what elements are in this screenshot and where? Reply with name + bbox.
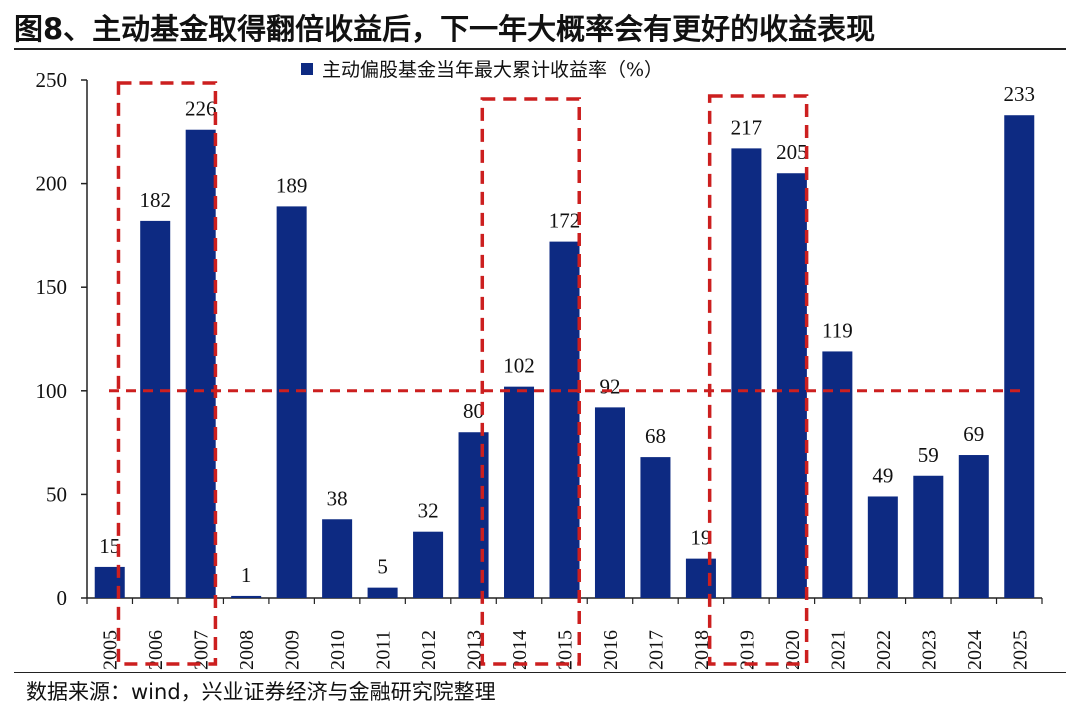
- x-tick-label: 2007: [191, 630, 213, 670]
- highlight-box-2006-2007: [116, 81, 218, 666]
- data-label-2013: 80: [463, 399, 484, 423]
- data-label-2006: 182: [139, 188, 171, 212]
- data-label-2014: 102: [503, 354, 535, 378]
- x-tick-label: 2012: [418, 630, 440, 670]
- bar-2010: [322, 519, 353, 598]
- bar-2020: [776, 173, 807, 599]
- x-tick-label: 2008: [236, 630, 258, 670]
- bar-2008: [231, 595, 262, 598]
- x-tick-label: 2006: [145, 630, 167, 670]
- data-label-2024: 69: [963, 422, 984, 446]
- bar-2006: [140, 220, 171, 598]
- y-tick-label: 150: [36, 275, 68, 299]
- data-label-2005: 15: [99, 534, 120, 558]
- bar-2023: [913, 475, 944, 598]
- y-tick-label: 200: [36, 172, 68, 196]
- bar-2013: [458, 432, 489, 598]
- y-tick-label: 100: [36, 379, 68, 403]
- data-label-2009: 189: [276, 173, 308, 197]
- bar-2022: [867, 496, 898, 598]
- bar-2018: [685, 558, 716, 598]
- bar-2019: [731, 148, 762, 598]
- data-label-2008: 1: [241, 563, 252, 587]
- x-tick-label: 2010: [327, 630, 349, 670]
- x-tick-label: 2005: [100, 630, 122, 670]
- bar-2017: [640, 457, 671, 598]
- x-tick-label: 2021: [827, 630, 849, 670]
- bar-2012: [413, 531, 444, 598]
- x-tick-label: 2024: [964, 630, 986, 670]
- bar-2007: [185, 129, 216, 598]
- data-label-2025: 233: [1004, 82, 1036, 106]
- highlight-box-2019-2020: [707, 94, 809, 666]
- data-label-2015: 172: [549, 209, 581, 233]
- data-label-2017: 68: [645, 424, 666, 448]
- x-tick-label: 2015: [555, 630, 577, 670]
- title-divider: [14, 48, 1066, 50]
- bar-2005: [94, 566, 125, 598]
- x-tick-label: 2020: [782, 630, 804, 670]
- x-tick-label: 2014: [509, 630, 531, 670]
- x-tick-label: 2009: [282, 630, 304, 670]
- bar-2024: [958, 455, 989, 598]
- bar-2025: [1004, 115, 1035, 598]
- data-label-2010: 38: [327, 486, 348, 510]
- figure-title: 图8、主动基金取得翻倍收益后，下一年大概率会有更好的收益表现: [14, 12, 876, 46]
- data-label-2019: 217: [731, 115, 763, 139]
- y-tick-label: 250: [36, 68, 68, 92]
- y-tick-label: 0: [57, 586, 68, 610]
- x-tick-label: 2022: [873, 630, 895, 670]
- data-label-2022: 49: [872, 463, 893, 487]
- data-label-2007: 226: [185, 97, 217, 121]
- x-tick-label: 2025: [1009, 630, 1031, 670]
- legend-swatch: [301, 63, 313, 75]
- bar-2014: [504, 386, 535, 598]
- bar-2011: [367, 587, 398, 598]
- bar-2021: [822, 351, 853, 598]
- bar-2015: [549, 241, 580, 598]
- x-tick-label: 2016: [600, 630, 622, 670]
- data-label-2011: 5: [377, 555, 388, 579]
- bar-2009: [276, 206, 307, 598]
- footer-divider: [14, 672, 1066, 673]
- x-tick-label: 2023: [918, 630, 940, 670]
- x-tick-label: 2017: [645, 630, 667, 670]
- data-label-2021: 119: [822, 318, 853, 342]
- legend-label: 主动偏股基金当年最大累计收益率（%）: [322, 59, 663, 81]
- x-tick-label: 2019: [736, 630, 758, 670]
- data-label-2023: 59: [918, 443, 939, 467]
- bar-2016: [594, 407, 625, 598]
- data-label-2012: 32: [418, 499, 439, 523]
- x-tick-label: 2018: [691, 630, 713, 670]
- x-tick-label: 2011: [373, 630, 395, 669]
- x-tick-label: 2013: [464, 630, 486, 670]
- data-label-2020: 205: [776, 140, 808, 164]
- y-tick-label: 50: [46, 482, 67, 506]
- source-note: 数据来源：wind，兴业证券经济与金融研究院整理: [26, 680, 496, 704]
- data-label-2018: 19: [690, 526, 711, 550]
- highlight-box-2014-2015: [480, 97, 581, 666]
- data-label-2016: 92: [599, 374, 620, 398]
